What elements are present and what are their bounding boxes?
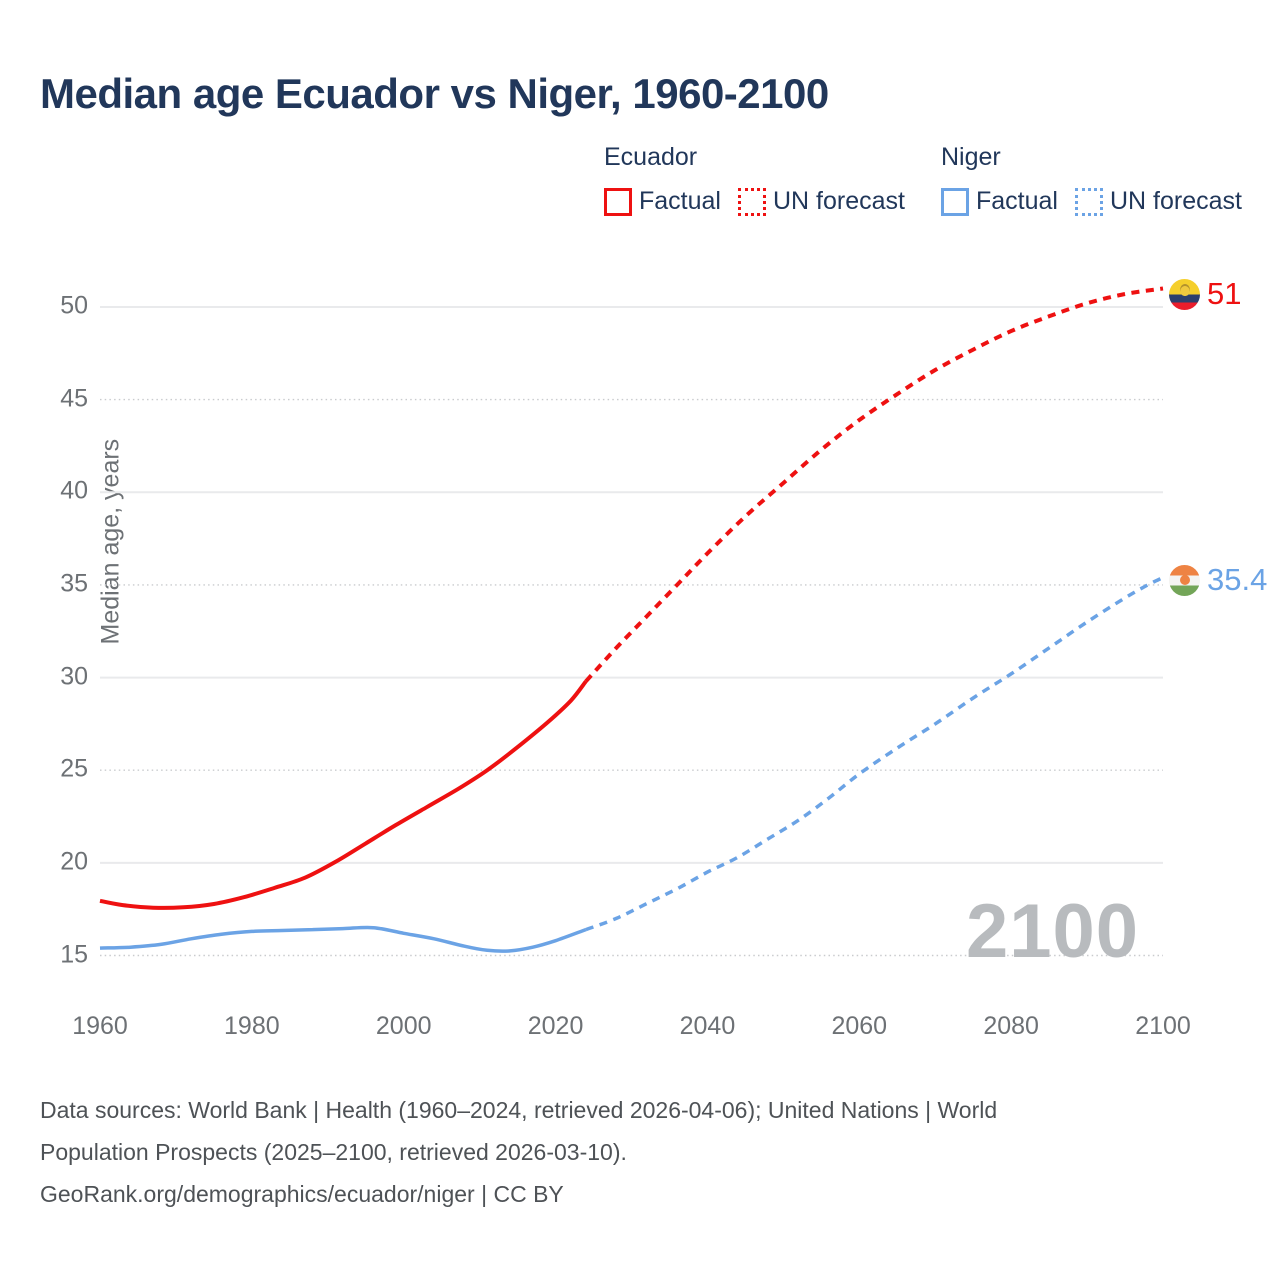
x-tick-label-1980: 1980 (224, 1012, 280, 1040)
series-line-niger-factual (99, 925, 587, 953)
y-tick-label-25: 25 (60, 754, 88, 783)
series-line-ecuador-un-forecast (584, 286, 1164, 683)
legend-label-niger-forecast: UN forecast (1109, 187, 1242, 215)
x-tick-label-2020: 2020 (527, 1012, 584, 1040)
legend-label-niger-factual: Factual (976, 187, 1058, 215)
legend-swatch-niger-factual-icon (941, 187, 969, 216)
y-tick-label-45: 45 (60, 383, 88, 412)
end-value-niger: 35.4 (1207, 562, 1268, 597)
ecuador-crest-icon (1179, 284, 1190, 297)
source-line-3: GeoRank.org/demographics/ecuador/niger |… (40, 1181, 564, 1207)
legend-group-niger: Niger Factual UN forecast (941, 143, 1259, 216)
y-tick-label-30: 30 (60, 661, 88, 690)
legend-header-ecuador: Ecuador (604, 143, 698, 171)
legend-row-niger: Factual UN forecast (941, 187, 1259, 216)
legend-swatch-niger-forecast-icon (1074, 187, 1103, 216)
legend-header-niger: Niger (941, 143, 1001, 171)
x-tick-label-2000: 2000 (375, 1012, 432, 1040)
niger-flag-icon (1169, 564, 1200, 596)
ecuador-flag-icon (1169, 278, 1200, 310)
watermark-year: 2100 (966, 889, 1140, 974)
y-tick-label-50: 50 (60, 291, 88, 320)
source-note: Data sources: World Bank | Health (1960–… (40, 1089, 997, 1215)
x-tick-label-1960: 1960 (72, 1012, 128, 1040)
series-line-niger-un-forecast (585, 575, 1164, 932)
end-label-niger: 35.4 (1169, 562, 1267, 598)
source-line-2: Population Prospects (2025–2100, retriev… (40, 1139, 627, 1165)
y-tick-label-20: 20 (60, 847, 88, 876)
legend-label-ecuador-forecast: UN forecast (772, 187, 905, 215)
legend-row-ecuador: Factual UN forecast (604, 187, 922, 216)
x-tick-label-2060: 2060 (831, 1012, 888, 1040)
x-tick-label-2080: 2080 (983, 1012, 1039, 1040)
series-line-ecuador-factual (99, 680, 588, 910)
y-tick-label-15: 15 (60, 939, 88, 968)
chart-title: Median age Ecuador vs Niger, 1960-2100 (40, 70, 829, 117)
niger-sun-icon (1179, 575, 1190, 585)
x-tick-label-2100: 2100 (1135, 1012, 1191, 1040)
legend-swatch-ecuador-forecast-icon (737, 187, 766, 216)
end-value-ecuador: 51 (1207, 276, 1242, 311)
source-line-1: Data sources: World Bank | Health (1960–… (40, 1097, 998, 1123)
legend-label-ecuador-factual: Factual (639, 187, 721, 215)
x-tick-label-2040: 2040 (679, 1012, 736, 1040)
legend-group-ecuador: Ecuador Factual UN forecast (604, 143, 922, 216)
y-tick-label-35: 35 (60, 569, 88, 598)
y-tick-label-40: 40 (60, 476, 88, 505)
legend-swatch-ecuador-factual-icon (604, 187, 632, 216)
end-label-ecuador: 51 (1169, 276, 1241, 312)
